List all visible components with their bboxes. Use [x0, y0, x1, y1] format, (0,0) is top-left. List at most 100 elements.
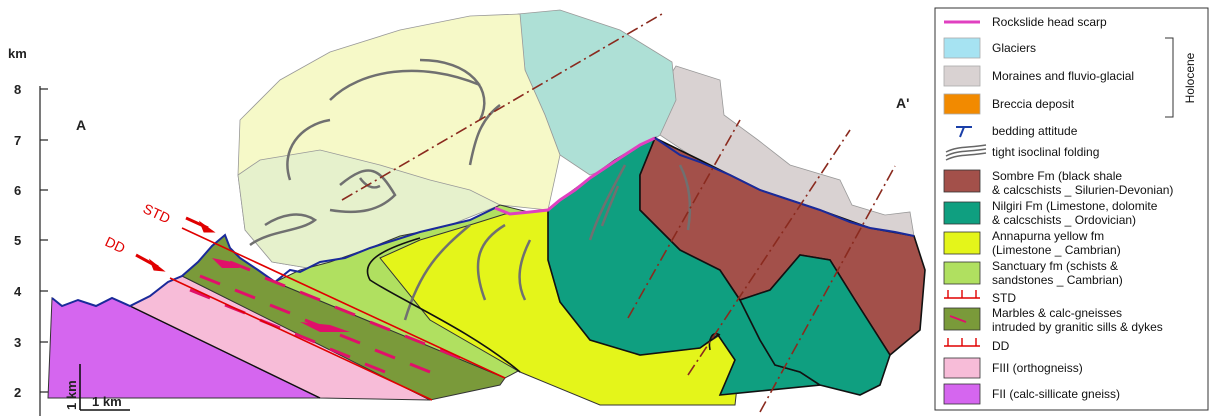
sill-dash: [264, 276, 286, 288]
axis-ticks: [40, 88, 48, 393]
legend-label: Glaciers: [992, 41, 1036, 55]
tick-label: 6: [14, 183, 21, 198]
fold-trace: [468, 104, 501, 166]
legend-label: intruded by granitic sills & dykes: [992, 320, 1163, 334]
axial-trace: [687, 129, 851, 376]
sill-dash: [404, 334, 426, 346]
geological-units: [47, 9, 926, 406]
fold-trace: [403, 224, 471, 321]
sill-dash: [269, 303, 291, 315]
dd-line: [169, 277, 433, 401]
sill-dash: [299, 290, 321, 302]
bedding-attitude-icon: [956, 126, 972, 138]
sill-dash: [339, 333, 361, 345]
granitic-lens: [300, 322, 350, 332]
holocene-bracket: [1165, 37, 1174, 118]
std-line: [181, 227, 506, 379]
legend-label: & calcschists _ Ordovician): [992, 213, 1136, 227]
sill-dash: [189, 288, 211, 300]
holocene-label: Holocene: [1183, 52, 1197, 103]
fold-trace: [600, 185, 620, 227]
red-arrows: [135, 216, 216, 272]
sill-dash: [439, 348, 461, 360]
fold-trace: [588, 164, 627, 241]
legend-label: bedding attitude: [992, 124, 1078, 138]
fold-trace: [329, 69, 481, 101]
legend-label: FIII (orthogneiss): [992, 361, 1083, 375]
legend-marbles-sill-mark: [949, 315, 967, 323]
sill-dash: [369, 320, 391, 332]
dd-fault: [169, 277, 433, 401]
axial-trace: [759, 165, 896, 413]
fold-trace: [678, 164, 692, 231]
unit-nilgiri-lobe: [738, 254, 891, 396]
structure-lines: [129, 58, 721, 399]
sill-dash: [334, 305, 356, 317]
legend-fiii-swatch: [943, 357, 981, 379]
tick-label: 2: [14, 385, 21, 400]
unit-contact: [129, 305, 321, 399]
tick-label: 7: [14, 133, 21, 148]
legend-label: FII (calc-sillicate gneiss): [992, 387, 1120, 401]
axial-trace: [627, 119, 741, 319]
legend-label: Sombre Fm (black shale: [992, 169, 1122, 183]
sill-dash: [364, 362, 386, 374]
elevation-axis: km 8 7 6 5 4 3 2: [8, 46, 48, 416]
tick-label: 4: [14, 284, 22, 299]
tick-label: 5: [14, 233, 21, 248]
section-start-label: A: [76, 117, 86, 133]
sill-dash: [374, 348, 396, 360]
legend-dd-icon: [944, 338, 980, 347]
legend-annapurna-swatch: [943, 231, 981, 255]
legend-nilgiri-swatch: [943, 201, 981, 225]
scale-bar: 1 km 1 km: [64, 364, 130, 411]
unit-moraines: [654, 65, 915, 237]
fold-trace: [329, 169, 397, 214]
granitic-lens: [212, 258, 240, 268]
legend-label: Annapurna yellow fm: [992, 229, 1104, 243]
section-end-label: A': [896, 95, 909, 111]
tick-label: 3: [14, 335, 21, 350]
legend-label: Sanctuary fm (schists &: [992, 259, 1118, 273]
legend: Rockslide head scarp Glaciers Moraines a…: [934, 7, 1209, 411]
fold-trace: [286, 118, 331, 181]
legend-label: DD: [992, 339, 1010, 353]
legend-label: Breccia deposit: [992, 97, 1075, 111]
legend-fii-swatch: [943, 383, 981, 405]
axis-unit-label: km: [8, 46, 27, 61]
std-arrow-head-icon: [198, 220, 216, 233]
legend-marbles-swatch: [943, 307, 981, 331]
std-fault: [181, 227, 506, 379]
legend-label: Moraines and fluvio-glacial: [992, 69, 1134, 83]
dd-arrow-head-icon: [148, 258, 166, 272]
axial-plane-lines: [341, 13, 896, 413]
surface-line: [654, 137, 915, 237]
legend-glaciers-swatch: [943, 37, 981, 59]
legend-moraines-swatch: [943, 65, 981, 87]
axial-trace: [341, 13, 663, 201]
sill-dash: [199, 274, 221, 286]
legend-breccia-swatch: [943, 93, 981, 115]
unit-contact: [366, 237, 521, 373]
sill-dash: [234, 288, 256, 300]
legend-label: Rockslide head scarp: [992, 15, 1107, 29]
legend-frame: [934, 7, 1209, 411]
legend-label: & calcschists _ Silurien-Devonian): [992, 183, 1173, 197]
legend-label: STD: [992, 291, 1016, 305]
legend-label: Nilgiri Fm (Limestone, dolomite: [992, 199, 1158, 213]
tick-label: 8: [14, 82, 21, 97]
std-label: STD: [141, 200, 173, 226]
sill-dash: [294, 332, 316, 344]
head-scarp-line: [494, 136, 656, 216]
sill-dash: [409, 362, 431, 374]
legend-label: sandstones _ Cambrian): [992, 273, 1123, 287]
fold-trace: [518, 239, 532, 301]
legend-label: (Limestone _ Cambrian): [992, 243, 1121, 257]
legend-label: Marbles & calc-gneisses: [992, 306, 1122, 320]
fold-trace: [358, 177, 381, 189]
legend-std-icon: [944, 290, 980, 299]
scale-bar-horizontal-label: 1 km: [92, 394, 122, 409]
legend-sanctuary-swatch: [943, 261, 981, 285]
unit-contact: [708, 332, 721, 351]
